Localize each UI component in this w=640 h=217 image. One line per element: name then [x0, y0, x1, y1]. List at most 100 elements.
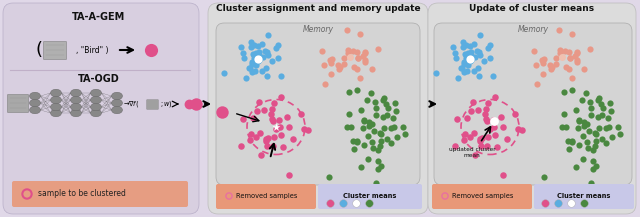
Point [390, 109, 401, 113]
Point [253, 57, 263, 61]
Ellipse shape [111, 92, 122, 100]
Point [601, 141, 611, 145]
Point [254, 58, 264, 62]
Point [574, 119, 584, 123]
Point [571, 108, 581, 112]
Point [388, 117, 398, 120]
Point [253, 59, 263, 63]
Point [462, 69, 472, 73]
Point [362, 99, 372, 102]
Ellipse shape [70, 96, 81, 104]
Point [326, 72, 336, 76]
Point [360, 51, 370, 54]
Point [531, 63, 541, 66]
Point [531, 83, 541, 86]
Point [564, 148, 574, 151]
Point [341, 28, 351, 31]
Point [262, 34, 273, 37]
Point [367, 140, 377, 143]
Point [579, 67, 589, 70]
Point [184, 102, 194, 106]
Point [583, 146, 593, 150]
FancyBboxPatch shape [208, 3, 428, 214]
Point [262, 51, 272, 54]
Point [262, 145, 272, 148]
Ellipse shape [51, 89, 61, 97]
Point [268, 120, 278, 123]
Point [343, 51, 353, 54]
Text: TA-OGD: TA-OGD [78, 74, 120, 84]
Point [586, 113, 596, 116]
Point [261, 66, 271, 69]
Point [570, 54, 580, 58]
Point [590, 132, 600, 135]
Point [327, 57, 337, 60]
Point [539, 175, 549, 178]
Point [567, 140, 577, 144]
Point [440, 194, 450, 198]
Point [579, 201, 589, 205]
Point [605, 109, 616, 113]
Point [538, 72, 548, 76]
Point [244, 66, 255, 70]
Point [597, 113, 607, 116]
Point [317, 49, 328, 53]
Point [338, 201, 348, 205]
Point [352, 140, 362, 144]
FancyBboxPatch shape [434, 23, 632, 185]
Point [259, 108, 269, 112]
Point [596, 103, 606, 106]
Point [502, 137, 512, 140]
Point [490, 133, 500, 137]
Point [363, 134, 373, 137]
Point [248, 52, 258, 56]
Text: updated cluster
mean: updated cluster mean [449, 147, 495, 158]
Point [253, 100, 264, 104]
Point [485, 43, 495, 46]
Point [254, 51, 264, 54]
Point [460, 52, 470, 56]
Point [22, 192, 32, 196]
Point [538, 61, 548, 65]
Point [259, 55, 269, 58]
FancyBboxPatch shape [432, 184, 532, 209]
Point [597, 137, 607, 140]
Point [466, 53, 476, 57]
Point [333, 63, 343, 67]
Point [248, 116, 259, 120]
Point [269, 136, 280, 139]
Point [547, 65, 557, 69]
Point [325, 201, 335, 205]
Point [224, 194, 234, 198]
Point [255, 153, 266, 157]
Point [346, 125, 356, 129]
Point [372, 47, 383, 51]
Point [566, 201, 576, 205]
Point [483, 136, 493, 139]
Point [284, 173, 294, 176]
Point [241, 76, 252, 79]
Point [388, 126, 399, 129]
Point [564, 67, 575, 71]
Point [238, 117, 248, 120]
Point [386, 127, 396, 130]
Ellipse shape [51, 109, 61, 117]
Point [573, 127, 583, 130]
Point [577, 99, 588, 102]
Point [557, 55, 567, 59]
Point [582, 122, 593, 126]
Point [267, 59, 277, 62]
Point [563, 139, 573, 143]
Point [382, 137, 392, 140]
Point [567, 88, 577, 91]
Point [475, 137, 485, 140]
Point [352, 139, 362, 142]
Point [556, 51, 566, 54]
Point [251, 63, 261, 67]
Point [477, 136, 487, 140]
Point [488, 74, 498, 78]
Point [466, 51, 476, 54]
Point [367, 67, 378, 70]
Point [260, 137, 271, 140]
Text: →$\nabla f($: →$\nabla f($ [123, 99, 140, 109]
